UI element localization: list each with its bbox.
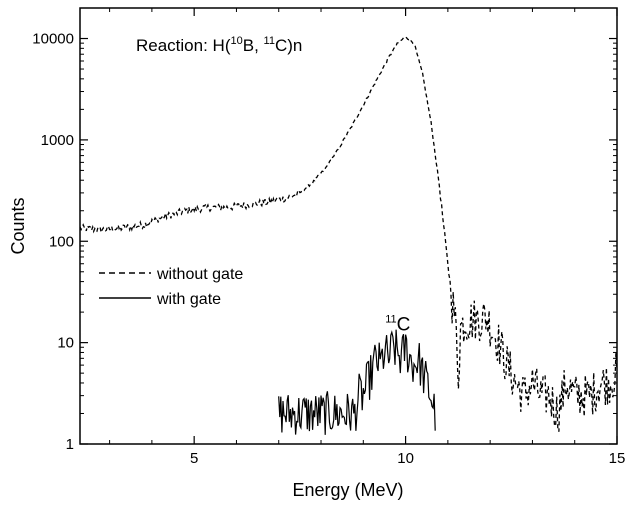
x-axis-label: Energy (MeV) [292,480,403,500]
y-tick-label: 1000 [41,132,74,149]
reaction-annotation: Reaction: H(10B, 11C)n [136,35,302,55]
y-tick-label: 10000 [32,31,74,48]
peak-label-text: C [397,314,411,335]
series-layer [79,36,618,435]
series-line-with-gate [278,329,436,435]
x-tick-label: 10 [397,450,414,467]
reaction-sup-1: 10 [230,35,242,47]
legend-label-with-gate: with gate [156,291,221,308]
plot-frame [79,7,618,445]
y-tick-label: 1 [66,436,74,453]
peak-label-11c: 11C [385,313,410,335]
legend-label-without-gate: without gate [156,266,243,283]
reaction-prefix: Reaction: H( [136,36,231,55]
y-tick-label: 100 [49,233,74,250]
y-axis-label: Counts [8,197,28,254]
axis-ticks [80,7,618,445]
x-tick-label: 15 [609,450,626,467]
reaction-mid: B, [243,36,264,55]
peak-label-sup: 11 [385,313,396,325]
legend: without gate with gate [99,266,243,308]
y-tick-label: 10 [57,335,74,352]
series-line-without-gate [79,36,618,432]
x-tick-label: 5 [190,450,198,467]
reaction-suffix: C)n [275,36,302,55]
tick-labels: 5 10 15 1 10 100 1000 10000 [32,31,625,467]
reaction-sup-2: 11 [264,35,275,47]
